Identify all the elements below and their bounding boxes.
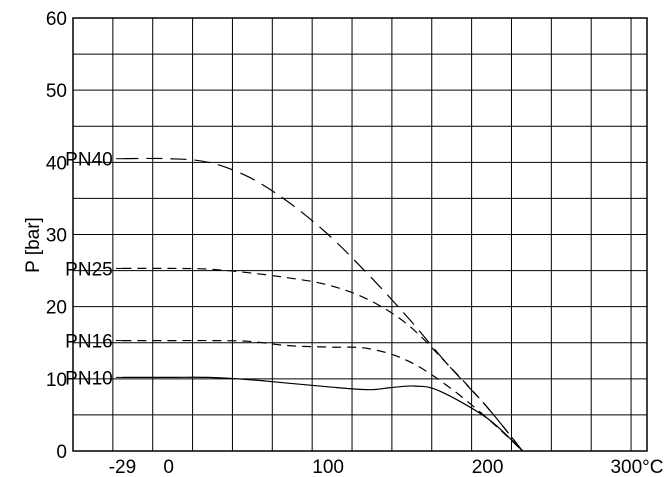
y-tick-label: 30 <box>46 226 67 247</box>
x-tick-label: -29 <box>109 457 136 477</box>
x-tick-label: 100 <box>312 457 344 477</box>
x-tick-label: 0 <box>163 457 174 477</box>
series-line-pn10 <box>122 376 524 452</box>
y-tick-label: 40 <box>46 153 67 174</box>
series-line-pn25 <box>122 267 524 452</box>
y-tick-label: 0 <box>56 442 67 463</box>
plot-frame <box>72 17 648 452</box>
y-tick-label: 50 <box>46 81 67 102</box>
x-unit-label: 300°C <box>610 457 663 477</box>
series-label-pn16: PN16 <box>65 332 113 353</box>
series-line-pn16 <box>122 339 524 452</box>
tick-labels: 0 10 20 30 40 50 60 -29 0 100 200 <box>46 9 504 477</box>
series-label-pn40: PN40 <box>65 150 113 171</box>
series-labels: PN40 PN25 PN16 PN10 <box>65 150 123 389</box>
y-tick-label: 60 <box>46 9 67 30</box>
curves <box>122 157 524 452</box>
y-tick-label: 10 <box>46 370 67 391</box>
y-tick-label: 20 <box>46 298 67 319</box>
series-label-pn25: PN25 <box>65 259 113 280</box>
series-label-pn10: PN10 <box>65 368 113 389</box>
series-line-pn40 <box>122 157 524 452</box>
y-axis-label: P [bar] <box>23 217 44 273</box>
grid <box>72 17 648 452</box>
x-tick-label: 200 <box>472 457 504 477</box>
